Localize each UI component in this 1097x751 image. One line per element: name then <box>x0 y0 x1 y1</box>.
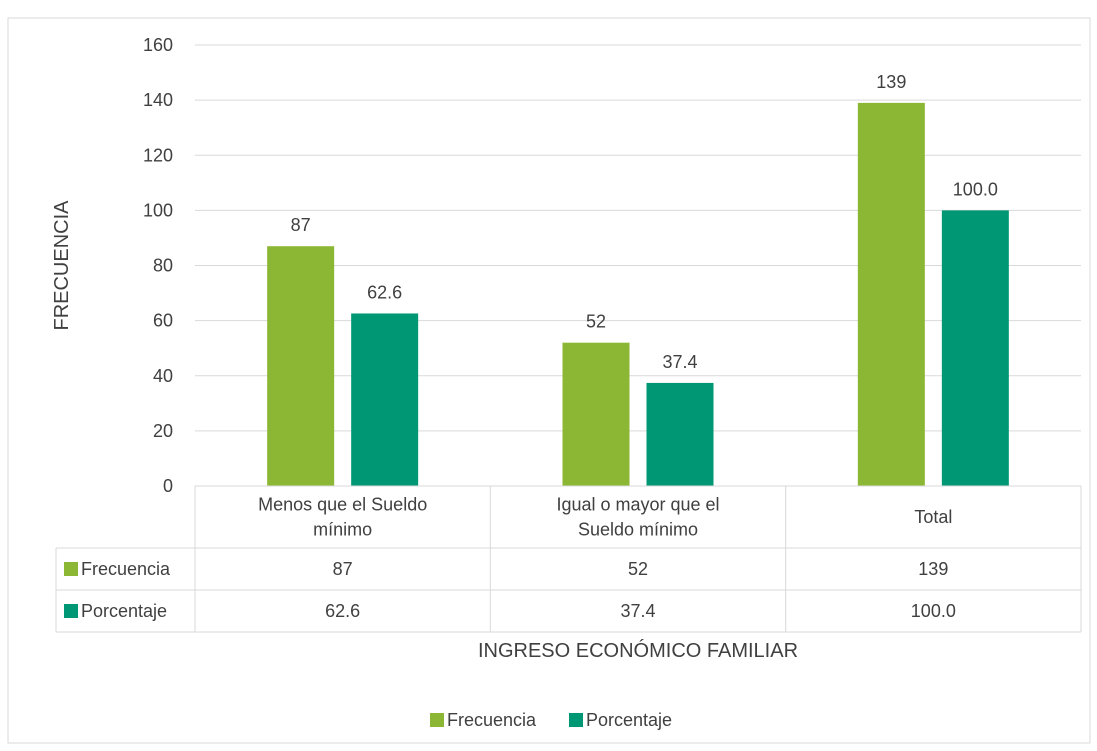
table-cell: 37.4 <box>620 601 655 621</box>
bar-frecuencia-1 <box>267 246 335 486</box>
y-axis-title: FRECUENCIA <box>51 200 73 331</box>
legend-key <box>569 713 583 727</box>
bar-frecuencia-3 <box>857 102 925 486</box>
category-label: Menos que el Sueldo <box>258 495 427 515</box>
y-tick-label: 120 <box>143 145 173 165</box>
y-tick-label: 20 <box>153 421 173 441</box>
x-axis-title: INGRESO ECONÓMICO FAMILIAR <box>478 639 798 662</box>
category-label: Igual o mayor que el <box>556 495 719 515</box>
table-cell: 52 <box>628 559 648 579</box>
y-tick-label: 40 <box>153 366 173 386</box>
y-tick-label: 140 <box>143 90 173 110</box>
bar-porcentaje-2 <box>646 382 714 486</box>
y-tick-label: 160 <box>143 35 173 55</box>
data-label: 52 <box>586 312 606 332</box>
data-label: 62.6 <box>367 282 402 302</box>
bar-porcentaje-3 <box>941 210 1009 486</box>
bar-porcentaje-1 <box>351 313 419 486</box>
legend-label: Porcentaje <box>586 710 672 730</box>
legend-label: Frecuencia <box>447 710 537 730</box>
category-label: Total <box>914 507 952 527</box>
y-tick-label: 0 <box>163 476 173 496</box>
table-legend-key <box>64 562 78 576</box>
bar-frecuencia-2 <box>562 342 630 486</box>
table-cell: 87 <box>333 559 353 579</box>
category-label: Sueldo mínimo <box>578 520 698 540</box>
table-legend-key <box>64 604 78 618</box>
category-label: mínimo <box>313 520 372 540</box>
data-label: 87 <box>291 215 311 235</box>
table-cell: 139 <box>918 559 948 579</box>
table-row-label: Frecuencia <box>81 559 171 579</box>
table-cell: 62.6 <box>325 601 360 621</box>
data-label: 37.4 <box>662 352 697 372</box>
data-label: 100.0 <box>953 179 998 199</box>
table-row-label: Porcentaje <box>81 601 167 621</box>
y-tick-label: 60 <box>153 311 173 331</box>
legend-key <box>430 713 444 727</box>
table-cell: 100.0 <box>911 601 956 621</box>
y-tick-label: 80 <box>153 256 173 276</box>
y-tick-label: 100 <box>143 200 173 220</box>
data-label: 139 <box>876 72 906 92</box>
